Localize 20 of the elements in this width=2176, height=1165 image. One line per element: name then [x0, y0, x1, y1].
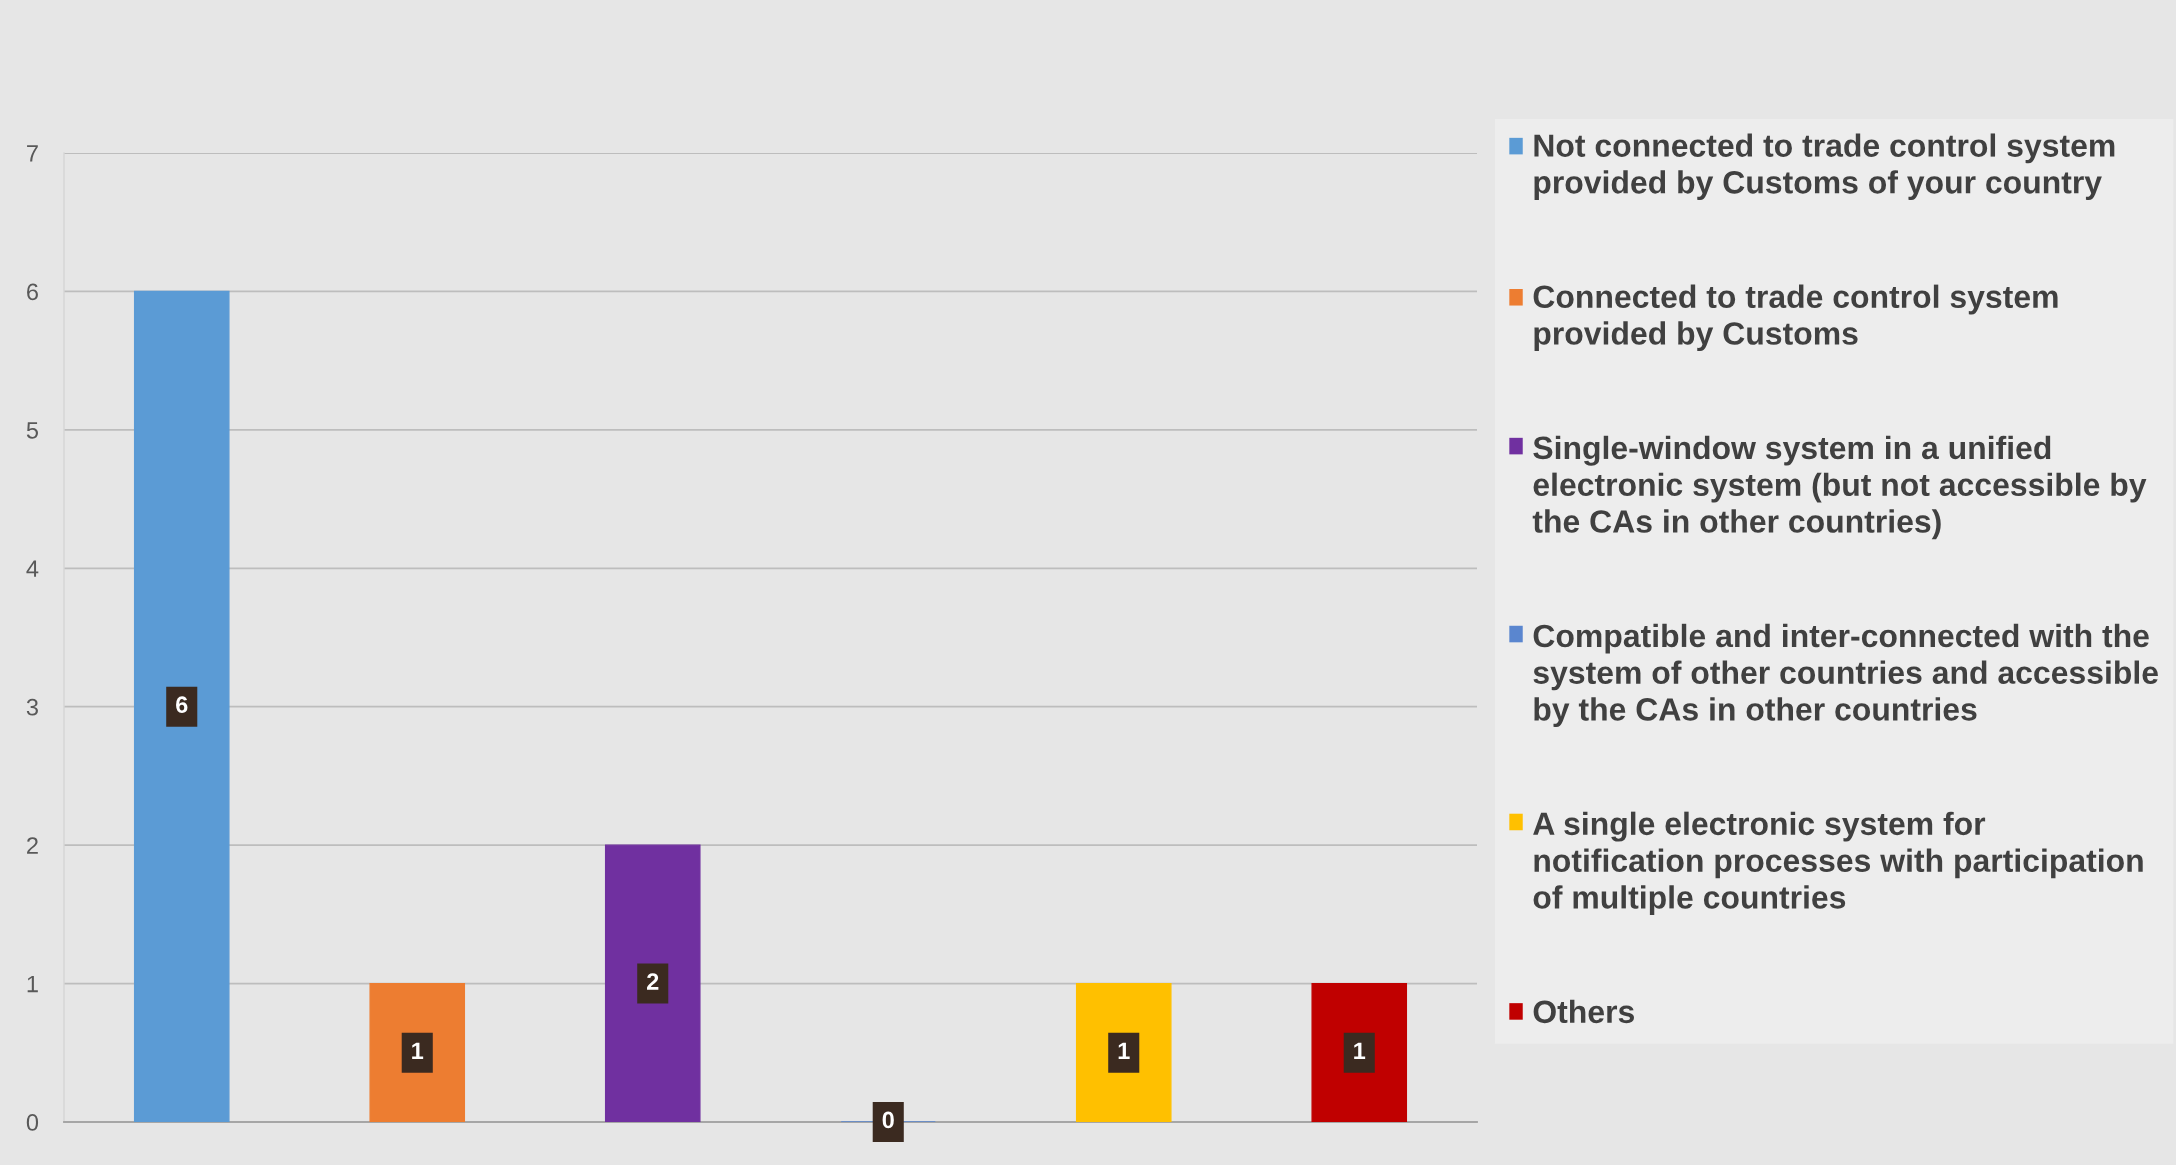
data-label: 2 — [647, 973, 659, 990]
y-tick-label: 6 — [27, 283, 38, 301]
data-label: 0 — [882, 1111, 894, 1129]
data-label: 1 — [1118, 1042, 1130, 1059]
legend-label: Single-window system in a unified electronic system (but not accessible by the CAs in other countries) — [1532, 435, 2147, 540]
data-label: 1 — [412, 1042, 424, 1059]
legend-label: Compatible and inter-connected with the system of other countries and accessible by the CAs in other countries — [1533, 623, 2158, 728]
y-tick-label: 3 — [26, 698, 38, 716]
y-tick-label: 1 — [27, 975, 38, 993]
y-tick-label: 7 — [27, 145, 38, 162]
y-tick-label: 5 — [26, 422, 39, 439]
legend-label: A single electronic system for notification processes with participation of multiple countries — [1533, 811, 2143, 916]
y-tick-label: 2 — [27, 837, 38, 854]
legend-label: Others — [1533, 999, 1634, 1024]
legend-label: Not connected to trade control system provided by Customs of your country — [1534, 133, 2115, 200]
legend-label: Connected to trade control system provided by Customs — [1533, 284, 2058, 352]
data-label: 6 — [176, 696, 188, 714]
y-tick-label: 0 — [26, 1114, 39, 1131]
y-tick-label: 4 — [26, 560, 39, 577]
data-label: 1 — [1354, 1042, 1366, 1059]
